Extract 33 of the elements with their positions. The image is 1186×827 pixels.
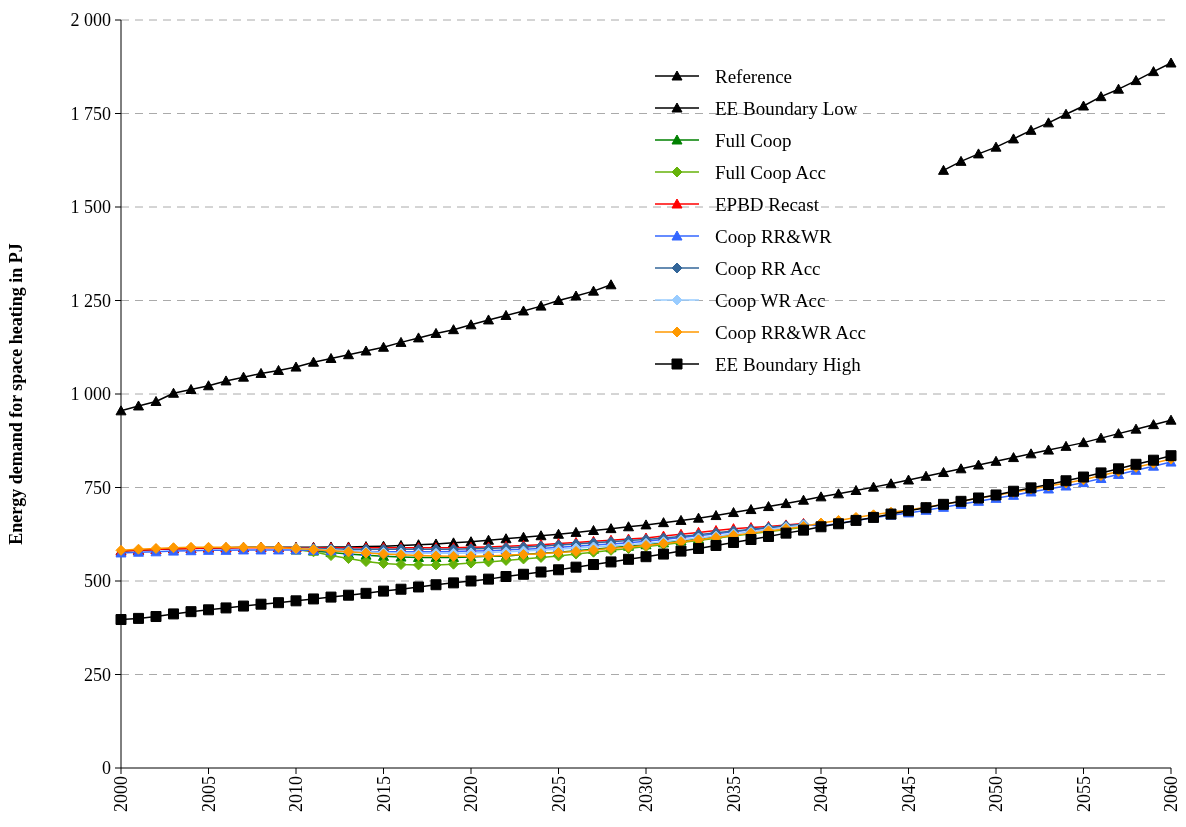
legend-label: EPBD Recast — [715, 193, 820, 215]
legend-label: Full Coop — [715, 129, 792, 151]
legend-label: Full Coop Acc — [715, 161, 826, 183]
y-tick-label: 1 500 — [70, 197, 111, 218]
x-tick-label: 2060 — [1161, 776, 1182, 812]
x-tick-label: 2055 — [1073, 776, 1094, 812]
y-tick-label: 1 750 — [70, 103, 111, 124]
legend-label: EE Boundary Low — [715, 97, 858, 119]
x-tick-label: 2000 — [111, 776, 132, 812]
y-tick-label: 1 250 — [70, 290, 111, 311]
x-tick-label: 2010 — [286, 776, 307, 812]
legend-label: EE Boundary High — [715, 353, 862, 375]
y-axis-title: Energy demand for space heating in PJ — [6, 243, 26, 545]
x-tick-label: 2020 — [461, 776, 482, 812]
y-tick-label: 1 000 — [70, 384, 111, 405]
y-tick-label: 0 — [102, 758, 111, 779]
y-tick-label: 750 — [84, 477, 111, 498]
y-tick-label: 2 000 — [70, 10, 111, 31]
x-tick-label: 2035 — [723, 776, 744, 812]
x-tick-label: 2045 — [898, 776, 919, 812]
x-tick-label: 2005 — [198, 776, 219, 812]
legend-label: Coop RR&WR Acc — [715, 321, 866, 343]
y-tick-label: 500 — [84, 571, 111, 592]
legend-label: Coop RR&WR — [715, 225, 832, 247]
y-tick-label: 250 — [84, 664, 111, 685]
legend-label: Coop RR Acc — [715, 257, 821, 279]
x-tick-label: 2015 — [373, 776, 394, 812]
x-tick-label: 2040 — [811, 776, 832, 812]
legend-label: Coop WR Acc — [715, 289, 826, 311]
x-tick-label: 2030 — [636, 776, 657, 812]
legend-label: Reference — [715, 65, 792, 87]
x-tick-label: 2025 — [548, 776, 569, 812]
x-tick-label: 2050 — [986, 776, 1007, 812]
